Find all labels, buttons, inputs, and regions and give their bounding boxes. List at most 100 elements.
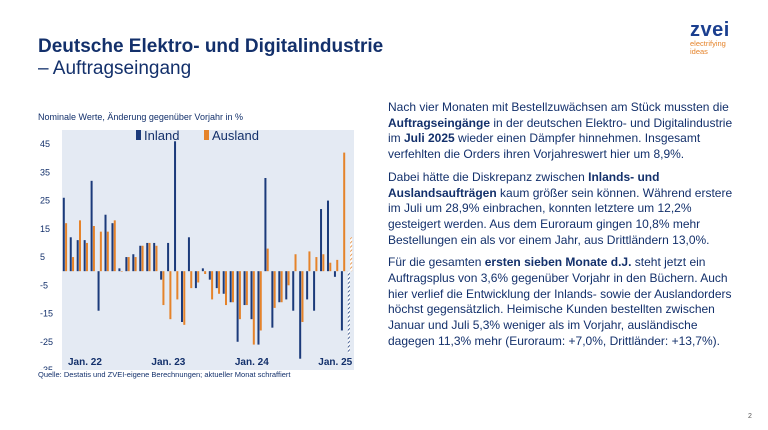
bar-inland <box>236 271 239 342</box>
bar-inland <box>187 237 190 272</box>
bar-inland <box>292 271 295 311</box>
bar-inland <box>62 197 65 272</box>
y-tick-label: 25 <box>40 196 50 206</box>
paragraph: Dabei hätte die Diskrepanz zwischen Inla… <box>388 170 740 249</box>
bar-inland <box>222 271 225 294</box>
bar-inland <box>132 254 135 272</box>
bar-inland <box>340 271 343 331</box>
bar-inland <box>180 271 183 322</box>
logo-wordmark: zvei <box>690 19 730 41</box>
bar-inland <box>104 214 107 272</box>
bar-ausland <box>329 262 332 272</box>
chart-legend: Inland Ausland <box>136 128 259 143</box>
bar-ausland <box>273 271 276 308</box>
text-run: Nach vier Monaten mit Bestellzuwächsen a… <box>388 100 729 114</box>
bar-inland <box>257 271 260 345</box>
bar-inland <box>97 271 100 311</box>
bar-inland <box>313 271 316 311</box>
bar-ausland <box>301 271 304 322</box>
bar-ausland <box>343 152 346 272</box>
text-run: steht jetzt ein Auftragsplus von 3,6% ge… <box>388 255 732 348</box>
bar-ausland <box>85 242 88 272</box>
bar-inland <box>278 271 281 303</box>
commentary-text: Nach vier Monaten mit Bestellzuwächsen a… <box>388 100 740 357</box>
bar-inland <box>69 237 72 272</box>
bar-ausland <box>245 271 248 306</box>
bar-ausland <box>238 271 241 320</box>
bar-inland <box>83 240 86 272</box>
logo-tagline-1: electrifying <box>690 39 726 48</box>
bar-ausland <box>225 271 227 306</box>
logo-tagline-2: ideas <box>690 47 708 56</box>
text-run: wieder einen Dämpfer hinnehmen. Insgesam… <box>388 131 701 162</box>
bar-ausland <box>99 231 102 272</box>
bar-ausland <box>231 271 234 303</box>
legend-swatch <box>136 130 141 140</box>
bar-ausland <box>176 271 179 300</box>
bar-inland <box>76 240 79 272</box>
bar-ausland <box>197 271 200 283</box>
bar-inland <box>285 271 288 300</box>
order-intake-chart: Inland Ausland 45 35 25 15 5 -5 -15 -25 -35 Jan. … <box>40 128 354 370</box>
legend-label: Inland <box>144 128 179 143</box>
bar-ausland <box>141 245 144 272</box>
bar-inland <box>167 242 170 272</box>
bar-ausland <box>336 259 339 272</box>
bar-ausland <box>92 226 95 272</box>
bar-ausland <box>134 257 137 272</box>
bar-ausland <box>190 271 193 289</box>
y-tick-label: 5 <box>40 252 45 262</box>
text-run: kaum größer sein können. Während erstere… <box>388 185 733 247</box>
bar-ausland <box>266 248 269 272</box>
x-tick-label: Jan. 25 <box>318 357 352 368</box>
bar-inland <box>243 271 246 306</box>
bar-ausland <box>148 242 151 272</box>
zvei-logo: zvei electrifying ideas <box>690 20 730 56</box>
bar-inland <box>146 242 149 272</box>
text-run: Für die gesamten <box>388 255 485 270</box>
bar-inland <box>229 271 232 303</box>
bar-ausland <box>308 251 311 272</box>
bold-text: Auftragseingänge <box>388 115 491 130</box>
bar-ausland <box>252 271 255 345</box>
bar-inland <box>90 180 93 272</box>
legend-swatch <box>204 130 209 140</box>
page-title: Deutsche Elektro- und Digitalindustrie <box>38 36 384 57</box>
bar-inland <box>160 271 163 280</box>
bar-ausland <box>280 271 283 303</box>
bar-inland <box>250 271 253 320</box>
bar-inland <box>347 271 350 354</box>
bars <box>62 141 353 359</box>
legend-label: Ausland <box>212 128 259 143</box>
y-tick-label: 45 <box>40 139 50 149</box>
bar-ausland <box>294 254 297 272</box>
y-tick-label: -15 <box>40 309 53 319</box>
bar-inland <box>326 200 329 272</box>
bar-inland <box>201 268 204 272</box>
bar-ausland <box>322 254 325 272</box>
x-axis-ticks: Jan. 22 Jan. 23 Jan. 24 Jan. 25 <box>68 357 353 368</box>
bar-ausland <box>287 271 290 286</box>
bar-ausland <box>127 257 130 272</box>
chart-source: Quelle: Destatis und ZVEI-eigene Berechn… <box>38 370 291 379</box>
bar-inland <box>194 271 197 289</box>
bar-inland <box>306 271 309 300</box>
bar-ausland <box>218 271 221 294</box>
bar-inland <box>271 271 274 328</box>
bar-ausland <box>350 237 353 272</box>
x-tick-label: Jan. 24 <box>235 357 269 368</box>
paragraph: Für die gesamten ersten sieben Monate d.… <box>388 255 740 349</box>
bold-text: Juli 2025 <box>404 131 455 146</box>
text-run: in der deutschen Elektro- und Digitalind… <box>388 115 733 146</box>
y-tick-label: -35 <box>40 365 53 370</box>
bar-inland <box>299 271 302 359</box>
bold-text: Inlands- und Auslandsaufträgen <box>388 169 660 200</box>
bar-ausland <box>211 271 214 300</box>
chart-note: Nominale Werte, Änderung gegenüber Vorja… <box>38 112 243 122</box>
x-tick-label: Jan. 22 <box>68 357 102 368</box>
y-tick-label: -25 <box>40 337 53 347</box>
bar-inland <box>174 141 177 272</box>
bar-inland <box>153 242 156 272</box>
bar-ausland <box>113 220 116 272</box>
bar-ausland <box>106 231 109 272</box>
